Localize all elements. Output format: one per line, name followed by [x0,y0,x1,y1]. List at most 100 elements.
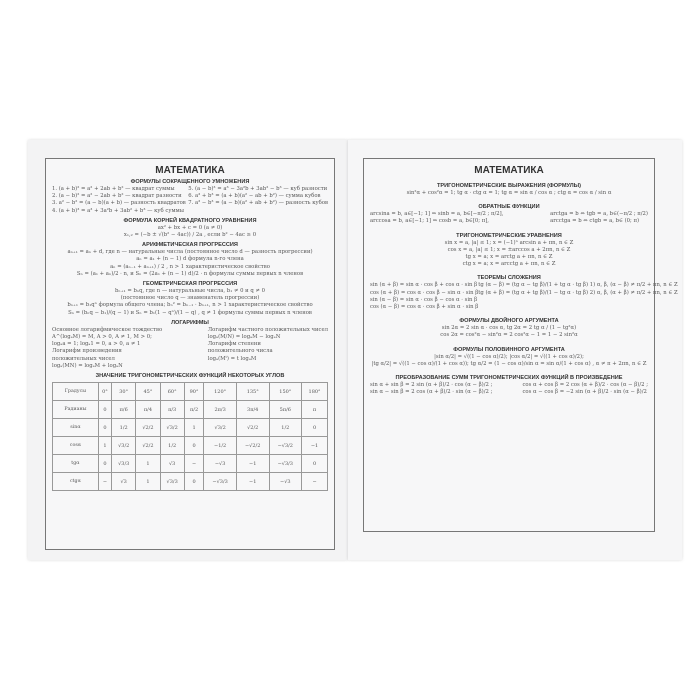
formula-line: 1. (a + b)² = a² + 2ab + b² — квадрат су… [52,186,175,192]
table-cell: 45° [135,382,161,402]
table-cell: 150° [268,382,303,402]
section-heading: ЛОГАРИФМЫ [171,319,209,326]
formula-line: ax² + bx + c = 0 (a ≠ 0) [157,224,223,231]
table-cell: √3 [111,472,137,492]
table-cell: Градусы [52,382,99,402]
table-cell: 1 [183,418,205,438]
table-cell: 0 [301,454,328,474]
section-heading: ТРИГОНОМЕТРИЧЕСКИЕ УРАВНЕНИЯ [456,232,562,239]
table-cell: cosα [52,436,99,456]
formula-line: sin (α + β) = sin α · cos β + cos α · si… [370,282,478,289]
section-heading: ТЕОРЕМЫ СЛОЖЕНИЯ [477,275,541,282]
table-cell: −√2/2 [235,436,270,456]
right-panel: МАТЕМАТИКА ТРИГОНОМЕТРИЧЕСКИЕ ВЫРАЖЕНИЯ … [363,158,678,532]
table-cell: −1 [235,454,270,474]
formula-line: |sin α/2| = √((1 − cos α)/2); |cos α/2| … [434,353,584,360]
formula-line: logₐ(MN) = logₐM + logₐN [52,362,123,369]
formula-section: ПРЕОБРАЗОВАНИЕ СУММ ТРИГОНОМЕТРИЧЕСКИХ Ф… [364,375,654,396]
left-page: МАТЕМАТИКА ФОРМУЛЫ СОКРАЩЕННОГО УМНОЖЕНИ… [28,140,348,560]
table-cell: π/4 [135,400,161,420]
formula-line: 3. a² − b² = (a − b)(a + b) — разность к… [52,200,186,207]
formula-line: 2. (a − b)² = a² − 2ab + b² — квадрат ра… [52,193,182,200]
formula-line: sin α + sin β = 2 sin (α + β)/2 · cos (α… [370,382,493,389]
table-cell: Радианы [52,400,99,420]
formula-line: Sₙ = (bₙq − b₁)/(q − 1) и Sₙ = b₁(1 − qⁿ… [68,309,312,316]
formula-line: Основное логарифмическое тождество [52,326,163,333]
table-cell: 1/2 [111,418,137,438]
table-row: Радианы 0 π/6 π/4 π/3 π/2 2π/3 3π/4 5π/6 π [52,400,328,420]
table-cell: − [301,472,328,492]
table-row: ctgα − √3 1 √3/3 0 −√3/3 −1 −√3− [52,472,328,492]
table-row: tgα 0 √3/3 1 √3− −√3 −1 −√3/3 0 [52,454,328,474]
table-cell: 1 [97,436,113,456]
formula-line: x₁,₂ = (−b ± √(b² − 4ac)) / 2a , если b²… [123,232,257,239]
formula-line: arcctga = b ⇔ ctgb = a, b∈ (0; π) [550,218,640,225]
formula-section: ТРИГОНОМЕТРИЧЕСКИЕ УРАВНЕНИЯ sin x = a, |… [364,233,654,269]
formula-column: tg (α − β) = (tg α − tg β)/(1 + tg α · t… [478,282,677,311]
formula-line: aₙ = (aₙ₋₁ + aₙ₊₁) / 2 , n > 1 характери… [110,263,270,270]
section-heading: ФОРМУЛА КОРНЕЙ КВАДРАТНОГО УРАВНЕНИЯ [123,217,257,224]
section-heading: ФОРМУЛЫ ПОЛОВИННОГО АРГУМЕНТА [453,346,565,353]
table-cell: sinα [52,418,99,438]
table-cell: 30° [111,382,137,402]
table-cell: − [97,472,113,492]
table-cell: 0 [97,418,113,438]
formula-line: cos (α − β) = cos α · cos β + sin α · si… [370,304,479,311]
formula-line: sin x = a, |a| ≤ 1; x = (−1)ⁿ arcsin a +… [444,239,574,246]
formula-line: cos x = a, |a| ≤ 1; x = ±arccos a + 2πn,… [447,246,571,253]
formula-column: arctga = b ⇔ tgb = a, b∈(−π/2 ; π/2) arcc… [550,211,648,225]
table-cell: √2/2 [135,418,161,438]
table-cell: tgα [52,454,99,474]
formula-section: ФОРМУЛЫ ПОЛОВИННОГО АРГУМЕНТА |sin α/2| =… [364,347,654,368]
section-heading: АРИФМЕТИЧЕСКАЯ ПРОГРЕССИЯ [142,242,238,249]
table-cell: 0 [183,472,205,492]
table-cell: √3/3 [111,454,137,474]
formula-line: 6. a³ + b³ = (a + b)(a² − ab + b²) — сум… [188,193,321,200]
formula-line: sin²α + cos²α = 1; tg α · ctg α = 1; tg … [406,190,612,196]
formula-line: arctga = b ⇔ tgb = a, b∈(−π/2 ; π/2) [550,211,648,218]
formula-line: tg x = a; x = arctg a + πn, n ∈ Z [465,254,553,261]
formula-line: 5. (a − b)³ = a³ − 3a²b + 3ab² − b³ — ку… [188,186,328,192]
table-row: cosα 1 √3/2 √2/2 1/2 0 −1/2 −√2/2 −√3/2 −1 [52,436,328,456]
section-heading: ГЕОМЕТРИЧЕСКАЯ ПРОГРЕССИЯ [142,281,238,288]
formula-section: ФОРМУЛА КОРНЕЙ КВАДРАТНОГО УРАВНЕНИЯ ax² … [46,218,334,239]
formula-line: sin α − sin β = 2 cos (α + β)/2 · sin (α… [370,389,493,396]
formula-section: ОБРАТНЫЕ ФУНКЦИИ arcsina = b, a∈[−1; 1] ⇒… [364,204,654,225]
formula-line: logₐ(Mᵗ) = t logₐM [207,355,257,362]
formula-line: положительного числа [207,348,273,355]
formula-column: sin α + sin β = 2 sin (α + β)/2 · cos (α… [370,382,492,396]
formula-line: cos 2α = cos²α − sin²α = 2 cos²α − 1 = 1… [440,332,578,339]
formula-columns: sin (α + β) = sin α · cos β + cos α · si… [364,282,678,311]
table-cell: 90° [183,382,205,402]
formula-line: aₙ = a₁ + (n − 1) d формула n-го члена [136,256,244,263]
table-cell: 0 [97,454,113,474]
left-panel: МАТЕМАТИКА ФОРМУЛЫ СОКРАЩЕННОГО УМНОЖЕНИ… [45,158,335,550]
table-cell: π [301,400,328,420]
table-cell: 0 [183,436,205,456]
formula-line: cos α − cos β = −2 sin (α + β)/2 · sin (… [522,389,647,396]
section-heading: ТРИГОНОМЕТРИЧЕСКИЕ ВЫРАЖЕНИЯ (ФОРМУЛЫ) [436,183,582,189]
table-cell: 180° [301,382,328,402]
section-heading: ПРЕОБРАЗОВАНИЕ СУММ ТРИГОНОМЕТРИЧЕСКИХ Ф… [395,375,623,382]
table-cell: 3π/4 [235,400,270,420]
table-cell: √2/2 [235,418,270,438]
table-cell: 1/2 [268,418,303,438]
formula-line: cos (α + β) = cos α · cos β − sin α · si… [370,289,479,296]
formula-section: ТЕОРЕМЫ СЛОЖЕНИЯ sin (α + β) = sin α · co… [364,275,678,311]
formula-section: ТРИГОНОМЕТРИЧЕСКИЕ ВЫРАЖЕНИЯ (ФОРМУЛЫ) si… [364,183,654,197]
table-cell: −1 [301,436,328,456]
formula-line: Логарифм произведения [52,348,122,355]
table-cell: 1/2 [159,436,185,456]
formula-line: bₙ₊₁ = b₁qⁿ формула общего члена; bₙ² = … [67,302,313,309]
formula-line: 4. (a + b)³ = a³ + 3a²b + 3ab² + b³ — ку… [52,207,184,214]
right-page: МАТЕМАТИКА ТРИГОНОМЕТРИЧЕСКИЕ ВЫРАЖЕНИЯ … [348,140,682,560]
formula-section: ФОРМУЛЫ СОКРАЩЕННОГО УМНОЖЕНИЯ 1. (a + b)… [46,179,334,215]
formula-column: cos α + cos β = 2 cos (α + β)/2 · cos (α… [522,382,648,396]
table-cell: 0° [97,382,113,402]
formula-line: |tg α/2| = √((1 − cos α)/(1 + cos α)); t… [371,360,647,367]
formula-line: tg (α − β) = (tg α − tg β)/(1 + tg α · t… [478,282,678,289]
table-cell: 1 [135,472,161,492]
table-cell: 135° [235,382,270,402]
table-cell: −√3/3 [203,472,237,492]
table-cell: √3 [159,454,185,474]
